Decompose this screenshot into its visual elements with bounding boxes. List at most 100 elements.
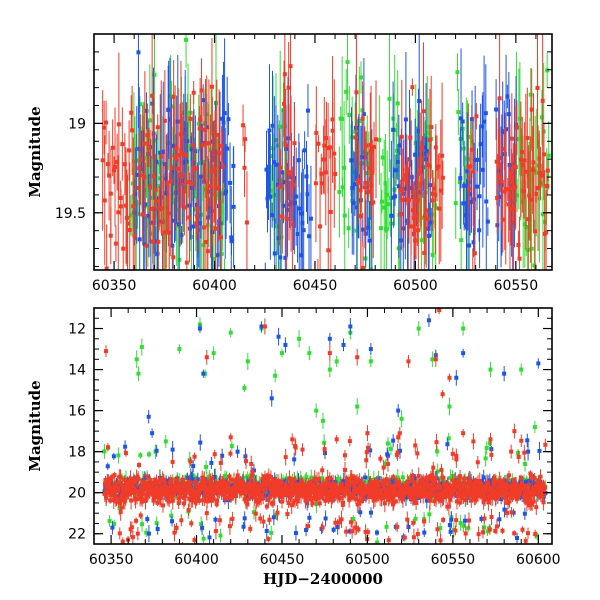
top-green-point — [342, 213, 347, 218]
bottom-red-point — [130, 484, 135, 489]
top-blue-point — [478, 142, 483, 147]
bottom-red-point — [327, 493, 332, 498]
top-blue-point — [199, 174, 204, 179]
bottom-blue-point — [207, 535, 212, 540]
bottom-red-point — [130, 535, 135, 540]
top-red-point — [426, 163, 431, 168]
top-blue-point — [224, 189, 229, 194]
bottom-green-point — [138, 453, 143, 458]
top-red-point — [118, 204, 123, 209]
top-green-point — [515, 193, 520, 198]
top-blue-point — [512, 171, 517, 176]
top-red-point — [211, 169, 216, 174]
top-blue-point — [302, 148, 307, 153]
top-red-point — [437, 206, 442, 211]
top-red-point — [104, 120, 109, 125]
top-red-point — [203, 240, 208, 245]
bottom-red-point — [109, 475, 114, 480]
bottom-red-point — [228, 477, 233, 482]
bottom-green-point — [446, 436, 451, 441]
bottom-blue-outlier-point — [341, 342, 346, 347]
bottom-blue-point — [145, 517, 150, 522]
bottom-plot-area — [102, 308, 548, 544]
top-red-point — [326, 248, 331, 253]
top-blue-point — [367, 238, 372, 243]
top-blue-point — [226, 117, 231, 122]
bottom-green-point — [169, 513, 174, 518]
top-blue-point — [350, 185, 355, 190]
top-red-point — [168, 179, 173, 184]
bottom-red-point — [320, 468, 325, 473]
bottom-red-point — [339, 517, 344, 522]
top-red-point — [198, 117, 203, 122]
bottom-green-point — [458, 520, 463, 525]
bottom-red-point — [155, 500, 160, 505]
bottom-red-point — [293, 487, 298, 492]
top-red-point — [533, 229, 538, 234]
top-blue-point — [283, 255, 288, 260]
bottom-green-outlier-point — [134, 357, 139, 362]
top-red-point — [216, 185, 221, 190]
bottom-blue-point — [341, 479, 346, 484]
top-green-point — [368, 267, 373, 270]
top-red-point — [495, 195, 500, 200]
bottom-red-point — [109, 477, 114, 482]
top-red-point — [427, 137, 432, 142]
top-red-point — [278, 165, 283, 170]
top-red-point — [516, 243, 521, 248]
bottom-red-point — [106, 477, 111, 482]
bottom-red-point — [168, 480, 173, 485]
bottom-green-point — [107, 518, 112, 523]
bottom-blue-point — [480, 479, 485, 484]
top-red-point — [132, 234, 137, 239]
bottom-green-point — [204, 465, 209, 470]
bottom-green-point — [335, 477, 340, 482]
top-red-point — [410, 85, 415, 90]
top-blue-point — [349, 158, 354, 163]
top-green-point — [384, 227, 389, 232]
top-green-point — [189, 234, 194, 239]
bottom-red-point — [311, 495, 316, 500]
top-red-point — [202, 225, 207, 230]
top-red-point — [218, 235, 223, 240]
top-green-point — [130, 213, 135, 218]
top-blue-point — [163, 176, 168, 181]
bottom-blue-point — [198, 440, 203, 445]
bottom-red-point — [271, 488, 276, 493]
top-red-point — [327, 145, 332, 150]
bottom-green-point — [269, 530, 274, 535]
top-red-point — [219, 143, 224, 148]
top-green-point — [145, 215, 150, 220]
top-blue-point — [161, 149, 166, 154]
top-red-point — [282, 101, 287, 106]
bottom-red-point — [157, 477, 162, 482]
bottom-red-point — [123, 495, 128, 500]
top-red-point — [537, 156, 542, 161]
top-blue-point — [217, 163, 222, 168]
bottom-blue-point — [213, 517, 218, 522]
top-blue-point — [499, 194, 504, 199]
top-red-point — [332, 151, 337, 156]
bottom-red-point — [266, 497, 271, 502]
top-blue-point — [396, 184, 401, 189]
top-green-point — [379, 199, 384, 204]
top-red-point — [366, 166, 371, 171]
bottom-red-point — [198, 488, 203, 493]
top-blue-point — [484, 199, 489, 204]
top-red-point — [174, 146, 179, 151]
bottom-red-point — [212, 452, 217, 457]
bottom-red-point — [337, 489, 342, 494]
top-blue-point — [355, 205, 360, 210]
bottom-red-point — [228, 451, 233, 456]
top-blue-point — [305, 192, 310, 197]
bottom-red-point — [245, 502, 250, 507]
top-red-point — [400, 197, 405, 202]
top-red-point — [144, 243, 149, 248]
bottom-red-point — [210, 483, 215, 488]
bottom-blue-point — [515, 536, 520, 541]
bottom-red-point — [250, 492, 255, 497]
bottom-red-point — [141, 479, 146, 484]
top-green-point — [215, 167, 220, 172]
bottom-green-outlier-point — [242, 386, 247, 391]
top-green-point — [201, 243, 206, 248]
